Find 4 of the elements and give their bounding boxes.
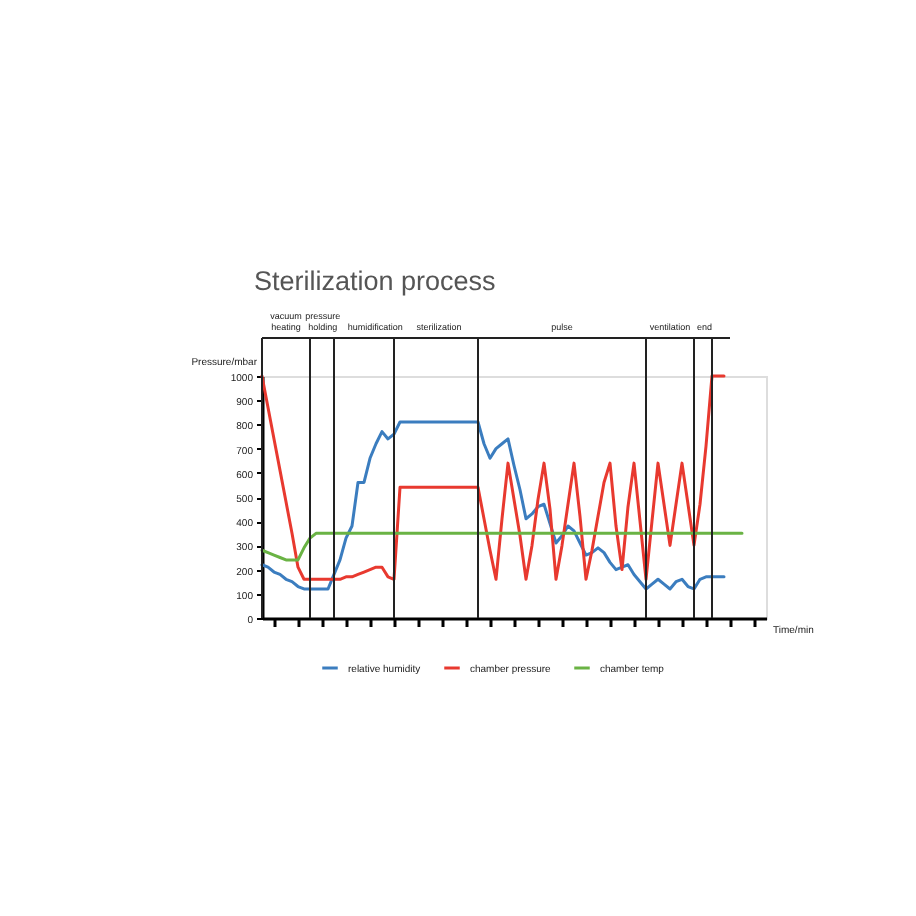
line-series xyxy=(260,531,744,562)
line-series xyxy=(260,420,726,591)
chart-title: Sterilization process xyxy=(254,266,497,296)
line-series xyxy=(260,374,726,581)
